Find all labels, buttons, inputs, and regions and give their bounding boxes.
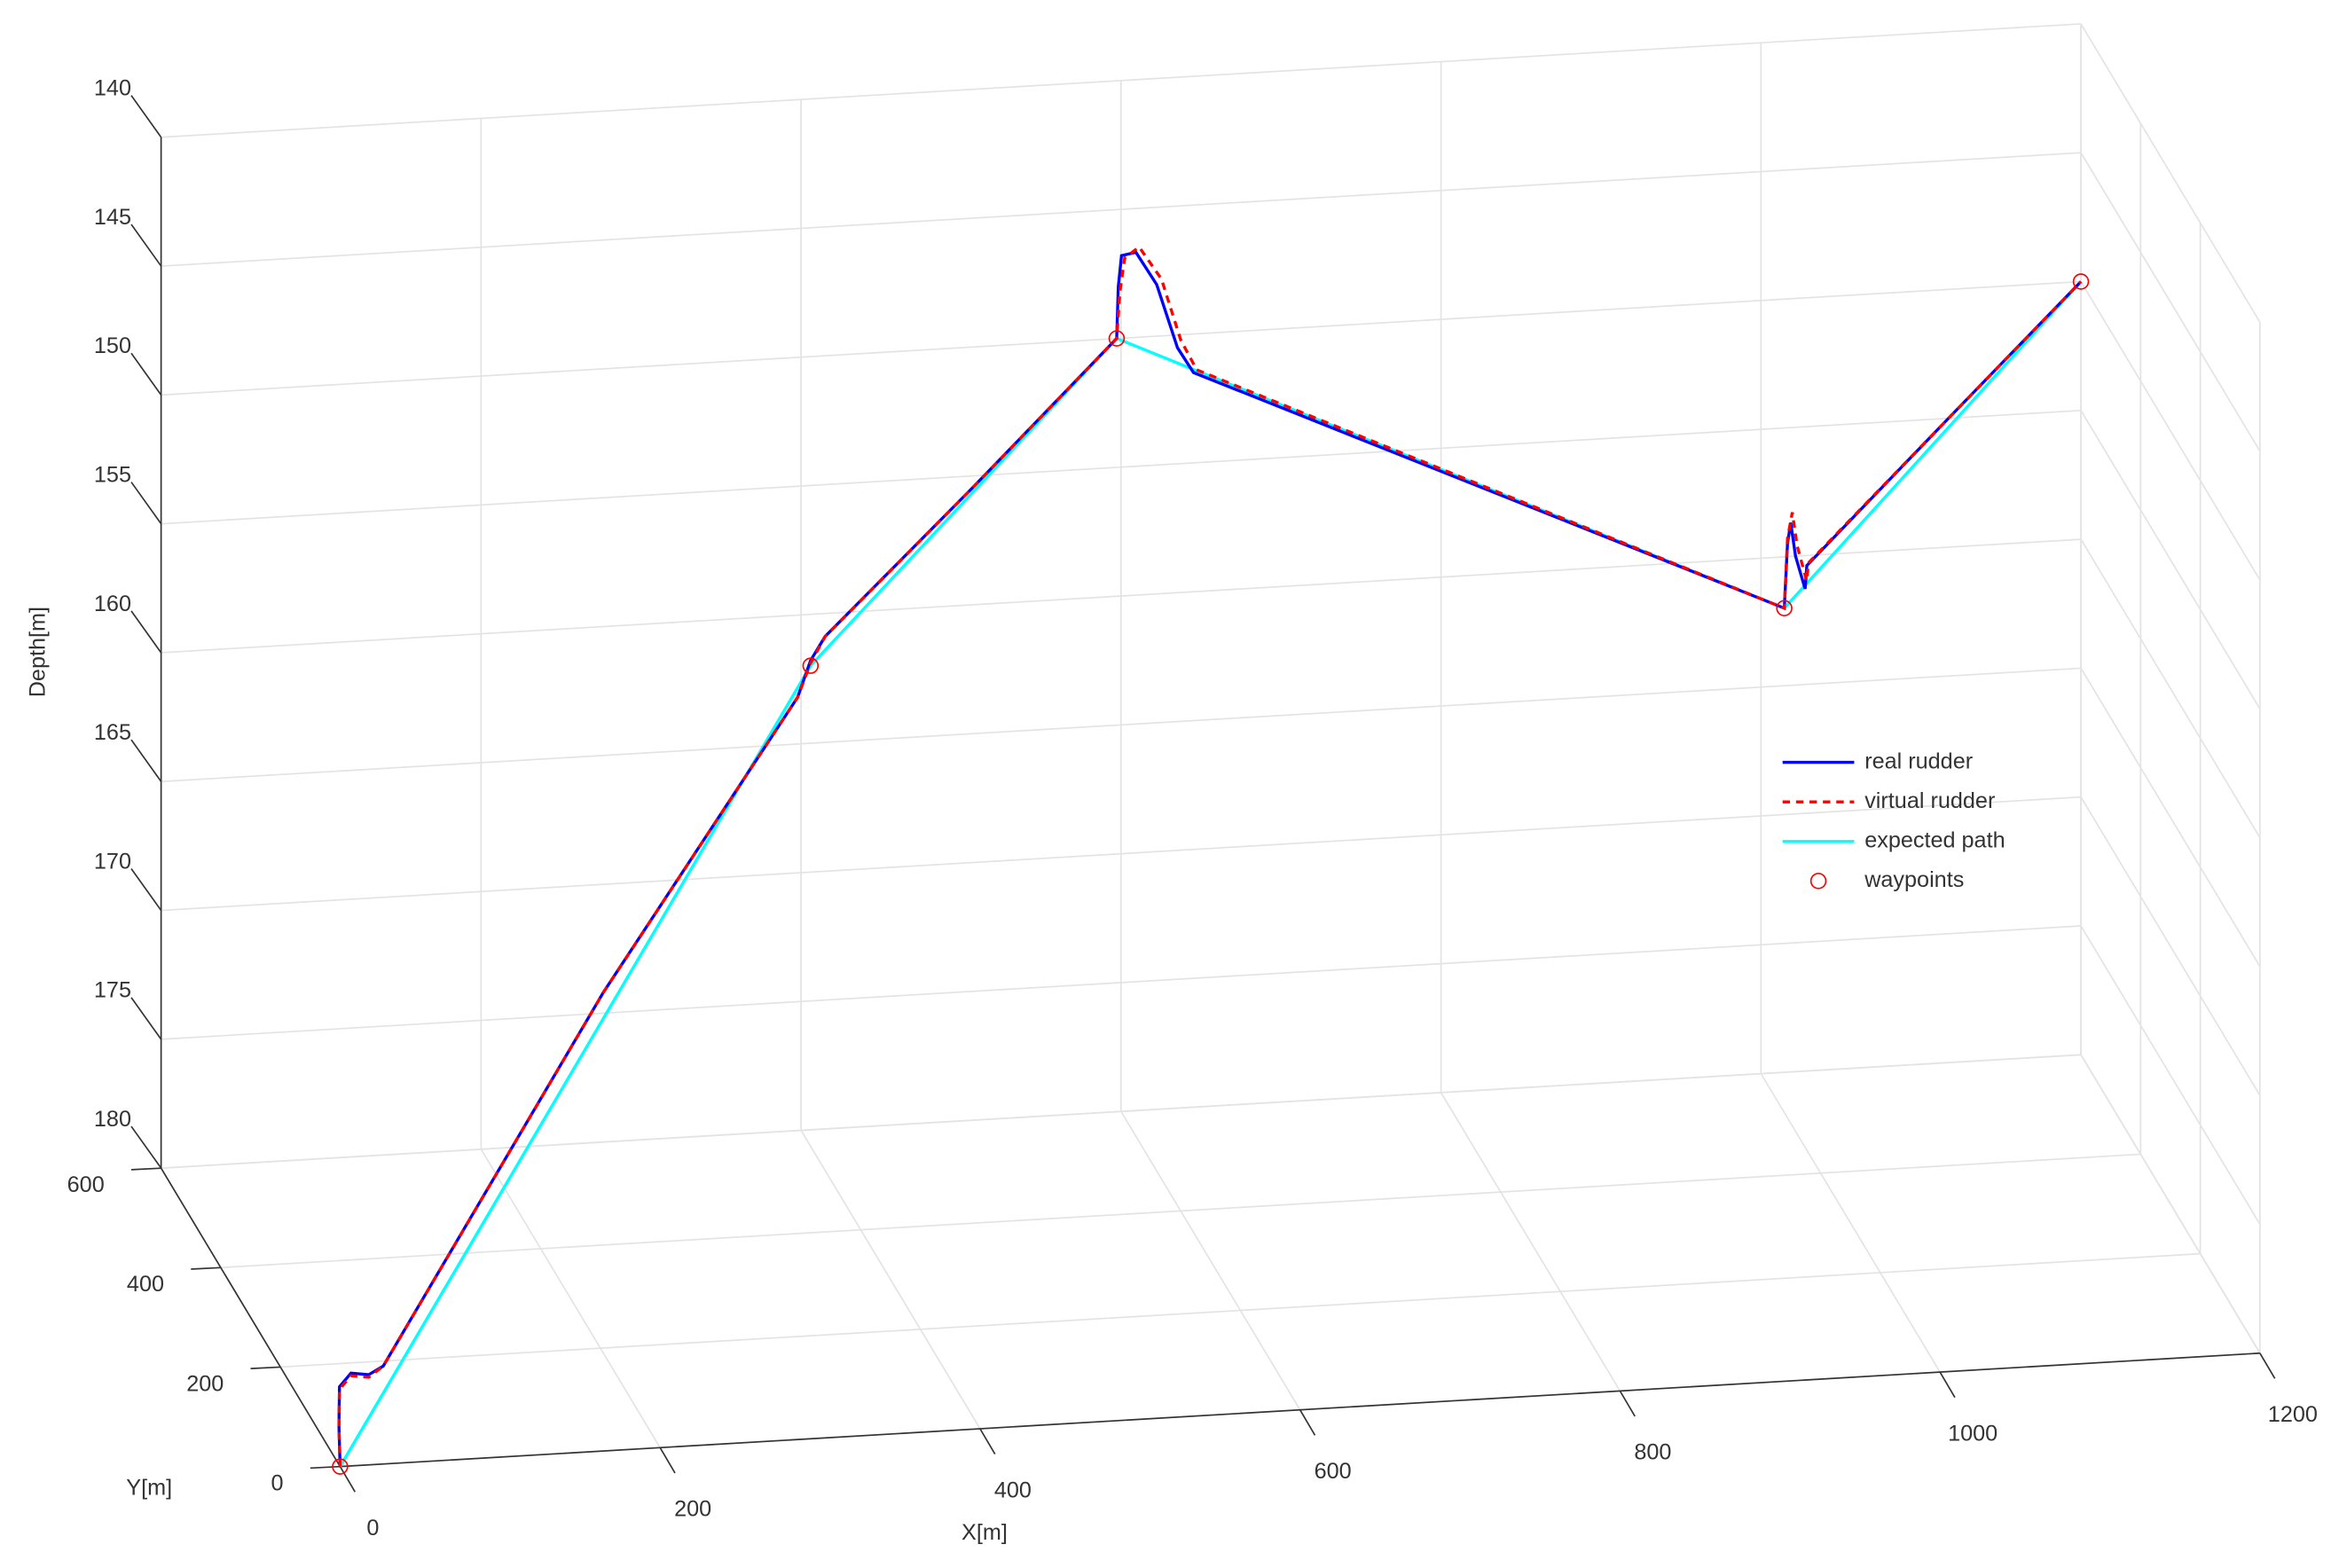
grid-line bbox=[161, 1054, 2082, 1170]
x-tick-label: 1000 bbox=[1948, 1421, 1998, 1446]
grid-line bbox=[280, 1252, 2201, 1368]
grid-line bbox=[1760, 1073, 1941, 1373]
waypoint bbox=[1108, 330, 1126, 347]
tick-mark bbox=[191, 1266, 221, 1270]
tick-mark bbox=[130, 739, 162, 782]
x-axis-label: X[m] bbox=[962, 1520, 1008, 1545]
grid-line bbox=[2080, 667, 2261, 968]
y-axis-label: Y[m] bbox=[126, 1475, 172, 1500]
grid-line bbox=[2080, 23, 2261, 323]
x-tick-label: 800 bbox=[1634, 1440, 1671, 1465]
z-tick-label: 140 bbox=[94, 76, 131, 101]
grid-line bbox=[480, 1149, 661, 1448]
grid-line bbox=[2080, 796, 2261, 1096]
z-tick-label: 145 bbox=[94, 205, 131, 230]
tick-mark bbox=[130, 482, 162, 525]
waypoint bbox=[802, 657, 820, 674]
tick-mark bbox=[130, 610, 162, 654]
grid-line bbox=[161, 925, 2082, 1040]
z-tick-label: 160 bbox=[94, 592, 131, 616]
grid-line bbox=[161, 409, 2082, 525]
tick-mark bbox=[130, 352, 162, 396]
tick-mark bbox=[130, 997, 162, 1040]
grid-line bbox=[2080, 410, 2261, 710]
tick-mark bbox=[130, 95, 162, 138]
legend-label: real rudder bbox=[1864, 749, 1973, 773]
grid-line bbox=[220, 1153, 2141, 1269]
grid-line bbox=[2080, 925, 2261, 1225]
tick-mark bbox=[1619, 1390, 1636, 1417]
x-tick-label: 1200 bbox=[2268, 1402, 2318, 1427]
grid-line bbox=[2080, 281, 2261, 581]
z-tick-label: 155 bbox=[94, 462, 131, 487]
grid-line bbox=[2080, 538, 2261, 838]
tick-mark bbox=[130, 1167, 161, 1171]
y-tick-label: 400 bbox=[127, 1272, 164, 1297]
legend-swatch bbox=[1809, 873, 1827, 890]
waypoint bbox=[2072, 273, 2090, 290]
x-tick-label: 200 bbox=[674, 1497, 711, 1522]
grid-line bbox=[161, 23, 2082, 138]
z-tick-label: 180 bbox=[94, 1107, 131, 1132]
grid-line bbox=[161, 796, 2082, 912]
tick-mark bbox=[1299, 1409, 1316, 1436]
series-line bbox=[337, 250, 2083, 1467]
z-tick-label: 150 bbox=[94, 333, 131, 358]
tick-mark bbox=[339, 1466, 356, 1493]
tick-mark bbox=[1939, 1371, 1956, 1399]
tick-mark bbox=[659, 1446, 676, 1474]
tick-mark bbox=[250, 1366, 281, 1369]
grid-line bbox=[2080, 1054, 2261, 1354]
legend-label: virtual rudder bbox=[1864, 788, 1995, 813]
axis-line bbox=[160, 1167, 341, 1468]
y-tick-label: 200 bbox=[186, 1371, 224, 1396]
z-tick-label: 165 bbox=[94, 720, 131, 745]
grid-line bbox=[161, 538, 2082, 654]
tick-mark bbox=[2259, 1352, 2276, 1379]
grid-line bbox=[2080, 152, 2261, 452]
grid-line bbox=[161, 152, 2082, 267]
series-line bbox=[337, 244, 2083, 1467]
legend-label: expected path bbox=[1864, 827, 2005, 852]
x-tick-label: 600 bbox=[1315, 1459, 1352, 1484]
tick-mark bbox=[310, 1465, 341, 1470]
tick-mark bbox=[130, 223, 162, 267]
legend-label: waypoints bbox=[1864, 867, 1964, 892]
z-tick-label: 170 bbox=[94, 849, 131, 874]
grid-line bbox=[800, 1130, 981, 1430]
z-tick-label: 175 bbox=[94, 978, 131, 1003]
z-axis-label: Depth[m] bbox=[25, 607, 50, 697]
x-tick-label: 0 bbox=[366, 1516, 379, 1541]
grid-line bbox=[1440, 1092, 1621, 1392]
tick-mark bbox=[979, 1428, 996, 1455]
grid-line bbox=[161, 280, 2082, 396]
grid-line bbox=[1120, 1110, 1301, 1411]
tick-mark bbox=[130, 1125, 162, 1169]
waypoint bbox=[1776, 600, 1793, 617]
y-tick-label: 0 bbox=[271, 1470, 284, 1495]
waypoint bbox=[332, 1458, 349, 1475]
tick-mark bbox=[130, 867, 162, 912]
x-tick-label: 400 bbox=[994, 1478, 1032, 1502]
grid-line bbox=[161, 667, 2082, 783]
y-tick-label: 600 bbox=[67, 1172, 105, 1197]
